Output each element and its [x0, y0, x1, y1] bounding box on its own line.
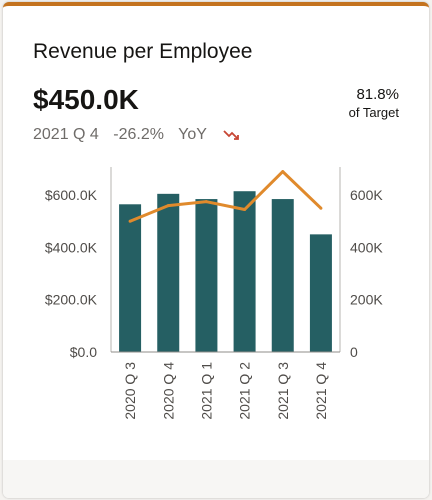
period-comparison: 2021 Q 4 -26.2% YoY — [33, 126, 243, 144]
y-left-tick-label: $0.0 — [70, 344, 97, 360]
bar-1[interactable] — [119, 204, 142, 352]
bar-6[interactable] — [309, 234, 332, 352]
x-category-label: 2021 Q 3 — [275, 362, 291, 420]
x-category-label: 2020 Q 4 — [160, 362, 176, 420]
bar-5[interactable] — [271, 199, 294, 352]
line-point-1 — [128, 219, 132, 223]
line-point-5 — [281, 170, 285, 174]
yoy-change: -26.2% — [113, 126, 164, 143]
target-percent: 81.8% — [356, 86, 399, 103]
x-category-label: 2021 Q 4 — [313, 362, 329, 420]
revenue-chart: $0.0 $200.0K $400.0K $600.0K 0 200K 400K 600K 20… — [45, 167, 383, 420]
card-footer — [3, 460, 429, 498]
y-right-tick-label: 400K — [350, 239, 383, 255]
x-category-label: 2021 Q 2 — [237, 362, 253, 420]
card-title: Revenue per Employee — [33, 40, 253, 63]
bar-4[interactable] — [233, 191, 256, 352]
y-left-tick-label: $200.0K — [45, 292, 98, 308]
period-label: 2021 Q 4 — [33, 126, 99, 143]
line-point-6 — [319, 206, 323, 210]
line-point-3 — [204, 200, 208, 204]
bar-3[interactable] — [195, 199, 218, 352]
x-category-label: 2020 Q 3 — [122, 362, 138, 420]
kpi-value: $450.0K — [33, 84, 139, 115]
y-left-tick-label: $400.0K — [45, 239, 98, 255]
y-right-tick-label: 600K — [350, 187, 383, 203]
y-right-tick-label: 0 — [350, 344, 358, 360]
yoy-label: YoY — [178, 126, 207, 143]
target-label: of Target — [348, 105, 399, 120]
y-left-tick-label: $600.0K — [45, 187, 98, 203]
line-series[interactable] — [129, 170, 322, 223]
target-indicator: 81.8% of Target — [349, 86, 399, 120]
y-right-tick-label: 200K — [350, 292, 383, 308]
x-category-label: 2021 Q 1 — [198, 362, 214, 420]
revenue-per-employee-card[interactable]: Revenue per Employee $450.0K 81.8% of Ta… — [3, 2, 429, 498]
line-point-2 — [166, 204, 170, 208]
trend-down-icon — [223, 130, 240, 140]
line-point-4 — [243, 208, 247, 212]
bar-2[interactable] — [157, 193, 180, 352]
